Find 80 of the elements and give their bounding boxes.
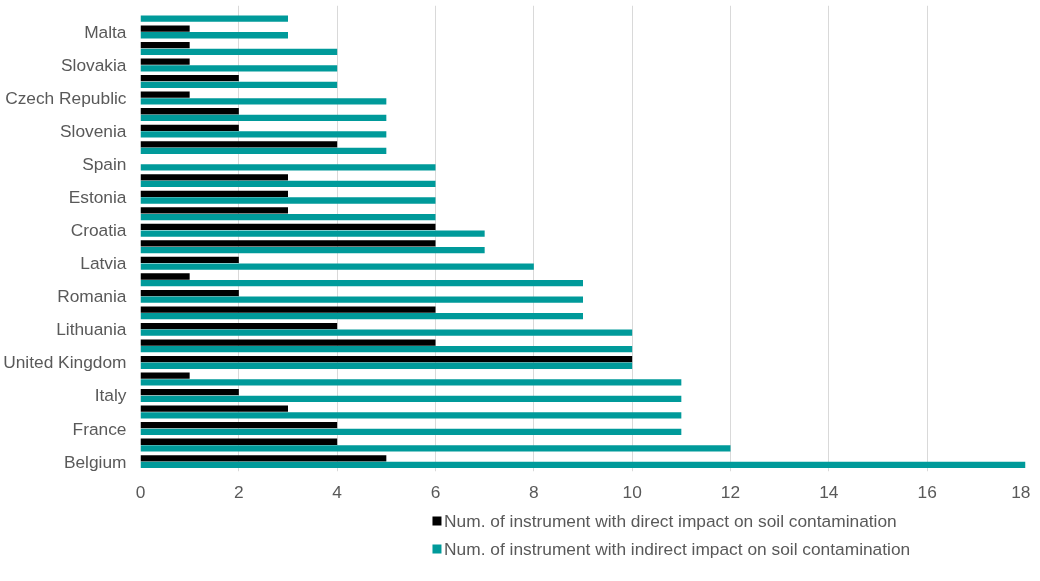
bar [140, 108, 239, 115]
bar [140, 322, 338, 330]
y-tick-label: France [72, 418, 127, 439]
x-tick-label: 16 [917, 481, 937, 502]
bar [140, 313, 583, 320]
bar [140, 246, 485, 254]
bar [140, 230, 485, 237]
bar [140, 362, 633, 369]
bar [140, 455, 387, 462]
y-tick-label: Spain [82, 154, 127, 175]
y-tick-label: Latvia [80, 253, 127, 274]
bar [140, 372, 190, 379]
y-tick-label: United Kingdom [3, 352, 127, 373]
bar [140, 438, 338, 445]
bar [140, 389, 239, 396]
bar [140, 306, 436, 313]
y-tick-label: Estonia [68, 187, 127, 208]
bar [140, 213, 436, 221]
bar [140, 25, 190, 32]
x-tick-label: 12 [720, 481, 741, 502]
bar [140, 263, 534, 270]
bar [140, 15, 288, 22]
bar [140, 174, 288, 181]
bar [140, 81, 338, 88]
bar [140, 379, 682, 386]
bar [140, 48, 338, 55]
legend-label: Num. of instrument with indirect impact on soil contamination [444, 538, 911, 559]
bar [140, 461, 1026, 469]
bar [140, 445, 731, 452]
x-tick-label: 10 [622, 481, 642, 502]
bar [140, 124, 239, 131]
bar [140, 339, 436, 346]
y-tick-label: Belgium [63, 451, 127, 472]
y-tick-label: Lithuania [56, 319, 127, 340]
bar [140, 279, 583, 287]
x-tick-label: 0 [135, 481, 146, 502]
bar [140, 256, 239, 264]
bar [140, 355, 633, 363]
bar [140, 346, 633, 353]
y-tick-label: Italy [94, 385, 127, 406]
bar [140, 91, 190, 98]
bar [140, 131, 387, 138]
bar [140, 58, 190, 65]
y-tick-label: Croatia [70, 220, 127, 241]
bar [140, 180, 436, 188]
bar [140, 32, 288, 39]
bar [140, 395, 682, 402]
bar [140, 141, 338, 148]
bar [140, 42, 190, 49]
x-tick-label: 4 [332, 481, 343, 502]
bar [140, 329, 633, 336]
bar [140, 289, 239, 297]
y-tick-label: Slovakia [61, 54, 127, 75]
bar [140, 405, 288, 412]
bar [140, 190, 288, 198]
bar [140, 65, 338, 72]
x-tick-label: 18 [1011, 481, 1031, 502]
bar [140, 75, 239, 82]
y-tick-label: Czech Republic [5, 88, 127, 109]
x-tick-label: 8 [529, 481, 539, 502]
bar [140, 422, 338, 429]
bar [140, 114, 387, 122]
bar [140, 98, 387, 105]
bar [140, 207, 288, 214]
bar [140, 412, 682, 419]
bar [140, 240, 436, 247]
bar [140, 147, 387, 155]
y-tick-label: Romania [57, 286, 127, 307]
bar [140, 223, 436, 231]
bar [140, 197, 436, 204]
x-tick-label: 2 [234, 481, 244, 502]
bar [140, 164, 436, 171]
bar [140, 273, 190, 280]
y-tick-label: Slovenia [60, 121, 127, 142]
y-tick-label: Malta [84, 21, 127, 42]
legend-label: Num. of instrument with direct impact on soil contamination [444, 511, 897, 531]
x-tick-label: 14 [819, 481, 839, 502]
x-tick-label: 6 [430, 481, 441, 502]
bar [140, 296, 583, 303]
bar [140, 428, 682, 435]
